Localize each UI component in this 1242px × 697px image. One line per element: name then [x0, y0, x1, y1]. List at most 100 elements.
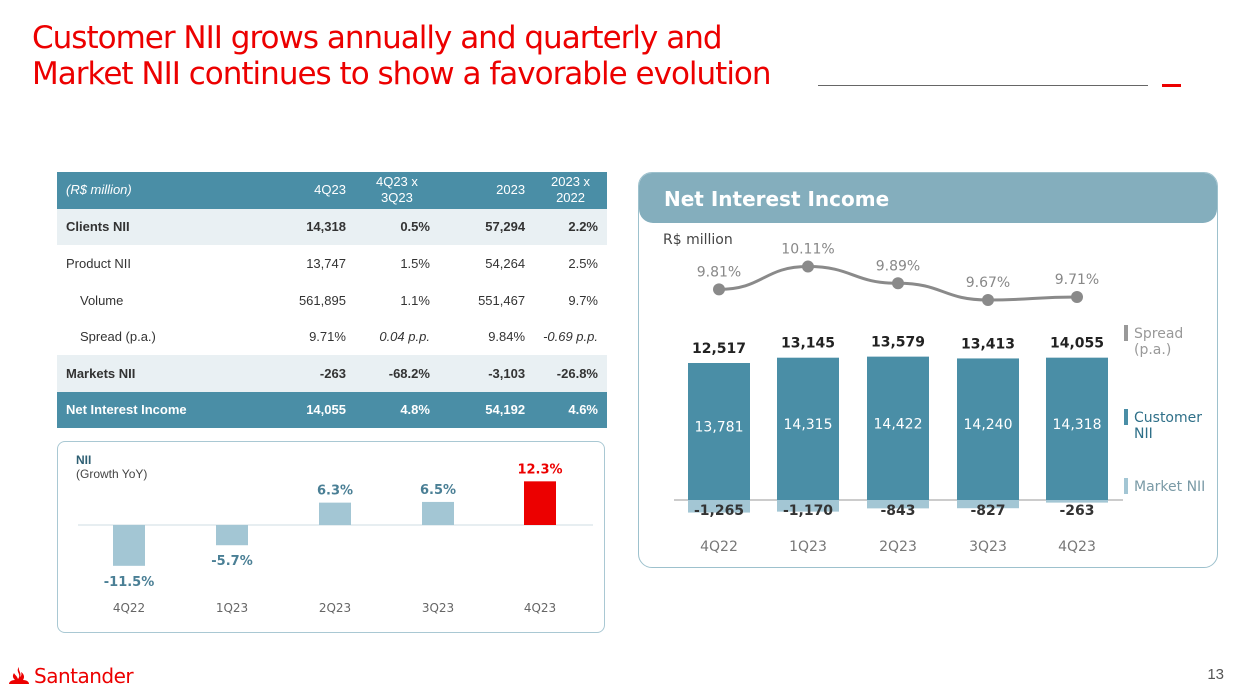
page-number: 13	[1207, 666, 1224, 683]
santander-logo: Santander	[8, 664, 134, 688]
brand-name: Santander	[34, 664, 134, 688]
total-label: 12,517	[692, 341, 746, 357]
growth-bar	[216, 525, 248, 546]
customer-nii-label: 13,781	[695, 420, 744, 436]
customer-nii-bar	[688, 363, 750, 500]
total-label: 13,145	[781, 336, 835, 352]
spread-point	[982, 294, 994, 306]
growth-tick-label: 4Q22	[113, 601, 145, 615]
cell: -26.8%	[534, 354, 607, 392]
market-nii-label: -843	[880, 503, 915, 519]
market-nii-label: -827	[970, 503, 1005, 519]
cell: 54,192	[438, 391, 535, 429]
growth-tick-label: 1Q23	[216, 601, 248, 615]
accent-dash	[1162, 84, 1181, 87]
nii-table: (R$ million) 4Q23 4Q23 x 3Q23 2023 2023 …	[57, 172, 607, 429]
cell: -3,103	[438, 354, 535, 392]
cell: 13,747	[259, 245, 355, 282]
header-unit: (R$ million)	[57, 172, 260, 209]
cell: 14,055	[259, 391, 355, 429]
cell: 1.1%	[354, 281, 439, 319]
header-4q23-vs-3q23: 4Q23 x 3Q23	[354, 172, 439, 209]
row-label: Markets NII	[57, 354, 260, 392]
cell: 4.6%	[534, 391, 607, 429]
cell: 561,895	[259, 281, 355, 319]
title-line-1: Customer NII grows annually and quarterl…	[32, 20, 723, 56]
row-label: Product NII	[57, 245, 260, 282]
row-label: Volume	[57, 281, 260, 319]
growth-data-label: 6.5%	[420, 483, 456, 498]
cell: 9.7%	[534, 281, 607, 319]
header-4q23: 4Q23	[259, 172, 355, 209]
growth-data-label: -11.5%	[104, 575, 155, 590]
table-row: Clients NII 14,318 0.5% 57,294 2.2%	[57, 208, 607, 246]
growth-tick-label: 4Q23	[524, 601, 556, 615]
total-label: 13,579	[871, 335, 925, 351]
growth-bar	[524, 481, 556, 525]
market-nii-bar	[1046, 500, 1108, 503]
cell: 57,294	[438, 208, 535, 246]
spread-label: 10.11%	[781, 242, 834, 258]
market-nii-label: -263	[1059, 503, 1094, 519]
cell: -68.2%	[354, 354, 439, 392]
customer-nii-label: 14,422	[874, 416, 923, 432]
table-row: Spread (p.a.) 9.71% 0.04 p.p. 9.84% -0.6…	[57, 318, 607, 355]
total-label: 13,413	[961, 336, 1015, 352]
market-nii-bar	[867, 500, 929, 509]
spread-point	[1071, 290, 1083, 303]
spread-label: 9.81%	[697, 264, 741, 280]
nii-tick-label: 1Q23	[789, 539, 827, 555]
nii-tick-label: 4Q22	[700, 539, 738, 555]
cell: 0.04 p.p.	[354, 318, 439, 355]
table-header-row: (R$ million) 4Q23 4Q23 x 3Q23 2023 2023 …	[57, 172, 607, 209]
slide-title: Customer NII grows annually and quarterl…	[32, 20, 772, 92]
legend-swatch	[1124, 409, 1128, 425]
cell: 1.5%	[354, 245, 439, 282]
nii-chart-title: Net Interest Income	[664, 187, 890, 211]
growth-chart-title: NII	[76, 453, 92, 467]
growth-tick-label: 3Q23	[422, 601, 454, 615]
spread-point	[892, 277, 904, 290]
nii-chart-unit: R$ million	[663, 232, 733, 248]
nii-tick-label: 2Q23	[879, 539, 917, 555]
growth-chart-panel: NII (Growth YoY) -11.5% 4Q22 -5.7% 1Q23 6.3%…	[57, 441, 605, 633]
legend-label: (p.a.)	[1134, 342, 1171, 358]
growth-data-label: 6.3%	[317, 484, 353, 499]
legend-label: NII	[1134, 426, 1153, 442]
growth-tick-label: 2Q23	[319, 601, 351, 615]
growth-chart-label: NII (Growth YoY)	[76, 453, 147, 481]
total-label: 14,055	[1050, 336, 1104, 352]
spread-label: 9.71%	[1055, 272, 1099, 288]
customer-nii-bar	[867, 356, 929, 500]
market-nii-label: -1,170	[783, 503, 833, 519]
cell: 9.71%	[259, 318, 355, 355]
growth-data-label: -5.7%	[211, 554, 252, 569]
customer-nii-bar	[777, 357, 839, 500]
legend-swatch	[1124, 478, 1128, 494]
table-row: Product NII 13,747 1.5% 54,264 2.5%	[57, 245, 607, 282]
spread-label: 9.89%	[876, 258, 920, 274]
cell: 54,264	[438, 245, 535, 282]
growth-data-label: 12.3%	[517, 462, 562, 477]
customer-nii-label: 14,318	[1053, 417, 1102, 433]
market-nii-bar	[777, 500, 839, 512]
table-row: Markets NII -263 -68.2% -3,103 -26.8%	[57, 354, 607, 392]
title-divider	[818, 85, 1148, 86]
row-label: Net Interest Income	[57, 391, 260, 429]
header-2023: 2023	[438, 172, 535, 209]
customer-nii-bar	[1046, 357, 1108, 500]
cell: 551,467	[438, 281, 535, 319]
spread-label: 9.67%	[966, 275, 1010, 291]
legend-label: Spread	[1134, 326, 1183, 342]
legend-swatch	[1124, 325, 1128, 341]
spread-point	[802, 260, 814, 273]
growth-bar	[422, 501, 454, 525]
flame-icon	[9, 667, 29, 684]
row-label: Spread (p.a.)	[57, 318, 260, 355]
cell: -263	[259, 354, 355, 392]
table-row-total: Net Interest Income 14,055 4.8% 54,192 4…	[57, 391, 607, 429]
cell: 4.8%	[354, 391, 439, 429]
growth-bar	[319, 502, 351, 525]
row-label: Clients NII	[57, 208, 260, 246]
nii-tick-label: 3Q23	[969, 539, 1007, 555]
